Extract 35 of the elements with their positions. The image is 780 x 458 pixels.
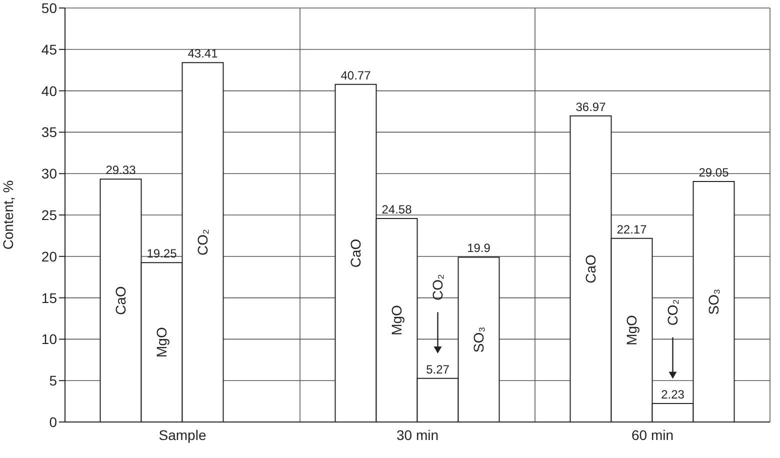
series-label: SO₃ [470,326,487,353]
y-axis-title: Content, % [0,180,16,250]
data-label: 29.33 [106,163,136,178]
y-tick-label: 50 [41,0,58,16]
x-tick-label: 60 min [631,426,674,443]
y-tick-label: 25 [41,206,58,223]
data-label: 40.77 [340,68,372,82]
y-tick-label: 35 [41,124,58,140]
data-label: 24.58 [382,202,412,216]
y-tick-label: 10 [41,331,58,348]
text: CO₂ [664,299,681,326]
y-tick-label: 15 [41,290,58,306]
series-label: CO₂ [194,229,211,256]
y-tick-label: 30 [41,166,58,182]
x-tick-label: Sample [158,426,206,443]
y-tick-label: 20 [41,248,58,264]
data-label: 19.9 [467,241,491,256]
text: CaO [348,238,364,268]
x-tick-label: 30 min [396,426,439,443]
data-label: 36.97 [576,100,606,114]
text: CO₂ [430,274,446,301]
data-label: 43.41 [188,46,218,61]
series-label: MgO [154,327,170,358]
y-tick-label: 0 [49,414,58,430]
text: SO₃ [706,288,722,315]
text: MgO [624,315,640,346]
y-tick-label: 45 [41,41,58,58]
data-label: 22.17 [616,222,648,236]
text: MgO [388,305,405,336]
series-label: CaO [112,286,129,315]
text: CaO [582,254,599,284]
data-label: 5.27 [426,362,450,376]
y-tick-label: 40 [41,82,58,99]
data-label: 2.23 [661,388,685,402]
y-tick-label: 5 [49,372,58,389]
